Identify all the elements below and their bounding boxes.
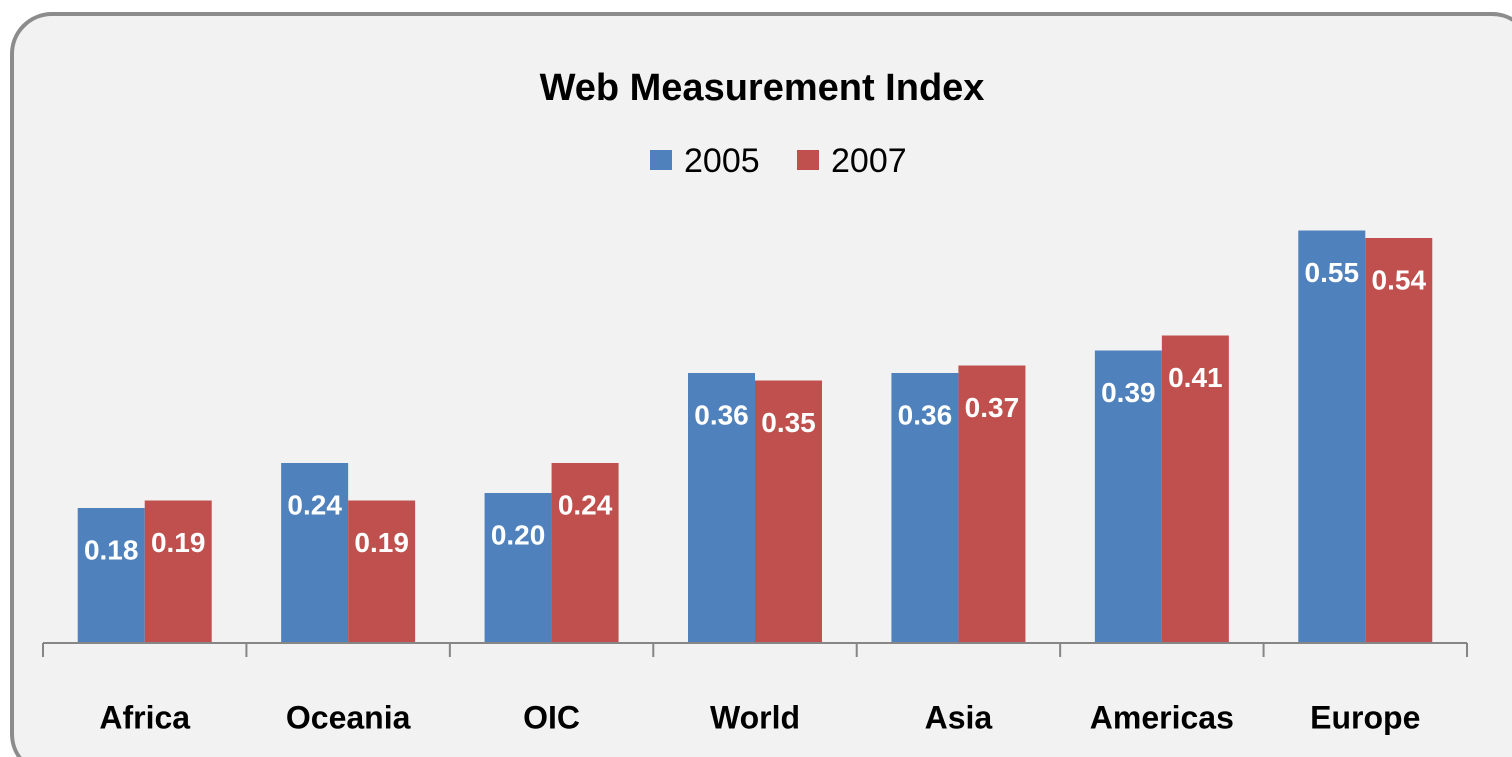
x-tick-label: Europe bbox=[1310, 699, 1420, 735]
bar bbox=[77, 508, 145, 643]
data-label: 0.24 bbox=[558, 489, 613, 520]
data-label: 0.24 bbox=[287, 489, 342, 520]
data-label: 0.19 bbox=[151, 527, 206, 558]
legend-label: 2007 bbox=[831, 142, 907, 180]
data-label: 0.54 bbox=[1372, 264, 1427, 295]
bar bbox=[891, 373, 959, 643]
x-tick-label: Asia bbox=[925, 699, 993, 735]
bar bbox=[281, 463, 349, 643]
bar bbox=[755, 380, 822, 643]
data-label: 0.55 bbox=[1305, 257, 1360, 288]
bar bbox=[1161, 335, 1229, 643]
bar bbox=[484, 493, 552, 643]
data-label: 0.41 bbox=[1168, 362, 1223, 393]
x-tick-label: Africa bbox=[99, 699, 190, 735]
chart-title: Web Measurement Index bbox=[540, 67, 985, 109]
data-label: 0.18 bbox=[84, 534, 139, 565]
data-label: 0.36 bbox=[898, 399, 953, 430]
legend-label: 2005 bbox=[684, 142, 760, 180]
bar bbox=[551, 463, 619, 643]
data-label: 0.19 bbox=[354, 527, 409, 558]
x-tick-label: Americas bbox=[1090, 699, 1234, 735]
bar bbox=[1365, 238, 1433, 643]
x-tick-label: Oceania bbox=[286, 699, 411, 735]
bar bbox=[144, 500, 212, 643]
bar bbox=[688, 373, 755, 643]
bar bbox=[348, 500, 416, 643]
data-label: 0.36 bbox=[694, 399, 749, 430]
data-label: 0.35 bbox=[761, 407, 816, 438]
data-label: 0.20 bbox=[491, 519, 546, 550]
bar bbox=[1298, 230, 1366, 643]
legend-swatch bbox=[797, 150, 819, 170]
bar bbox=[1094, 350, 1162, 643]
x-tick-label: OIC bbox=[523, 699, 580, 735]
data-label: 0.39 bbox=[1101, 377, 1156, 408]
data-label: 0.37 bbox=[965, 392, 1020, 423]
legend-swatch bbox=[650, 150, 672, 170]
x-tick-label: World bbox=[710, 699, 800, 735]
bar bbox=[958, 365, 1026, 643]
